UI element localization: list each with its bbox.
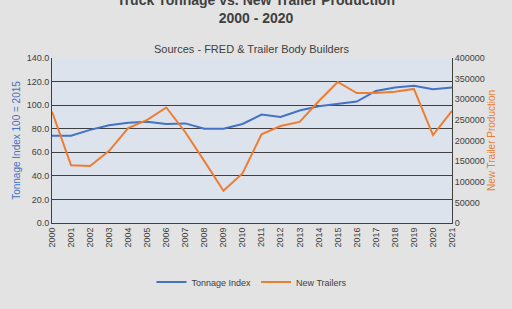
svg-text:Truck Tonnage vs. New Trailer: Truck Tonnage vs. New Trailer Production… — [117, 0, 395, 26]
svg-text:2005: 2005 — [142, 228, 152, 248]
svg-text:400000: 400000 — [455, 53, 485, 63]
svg-text:60.0: 60.0 — [32, 147, 50, 157]
svg-text:2012: 2012 — [275, 228, 285, 248]
svg-text:350000: 350000 — [455, 74, 485, 84]
svg-text:2004: 2004 — [123, 228, 133, 248]
svg-text:40.0: 40.0 — [32, 171, 50, 181]
svg-text:2013: 2013 — [295, 228, 305, 248]
svg-text:0: 0 — [455, 218, 460, 228]
svg-text:Sources - FRED & Trailer Body: Sources - FRED & Trailer Body Builders — [154, 43, 350, 55]
svg-text:New Trailers: New Trailers — [296, 278, 347, 288]
svg-text:2008: 2008 — [199, 228, 209, 248]
svg-text:2015: 2015 — [333, 228, 343, 248]
svg-text:140.0: 140.0 — [27, 53, 50, 63]
svg-text:0.0: 0.0 — [37, 218, 50, 228]
svg-text:100.0: 100.0 — [27, 100, 50, 110]
svg-text:80.0: 80.0 — [32, 124, 50, 134]
svg-text:20.0: 20.0 — [32, 195, 50, 205]
svg-text:250000: 250000 — [455, 115, 485, 125]
svg-text:2007: 2007 — [180, 228, 190, 248]
svg-text:200000: 200000 — [455, 136, 485, 146]
svg-text:New Trailer Production: New Trailer Production — [486, 90, 497, 191]
svg-text:2020: 2020 — [428, 228, 438, 248]
svg-text:2017: 2017 — [371, 228, 381, 248]
svg-text:150000: 150000 — [455, 156, 485, 166]
svg-text:2010: 2010 — [237, 228, 247, 248]
svg-text:2002: 2002 — [85, 228, 95, 248]
svg-text:2016: 2016 — [352, 228, 362, 248]
svg-text:300000: 300000 — [455, 94, 485, 104]
svg-text:Tonnage Index 100 = 2015: Tonnage Index 100 = 2015 — [11, 81, 22, 200]
svg-text:120.0: 120.0 — [27, 77, 50, 87]
svg-text:2006: 2006 — [161, 228, 171, 248]
svg-text:50000: 50000 — [455, 198, 480, 208]
svg-text:2019: 2019 — [409, 228, 419, 248]
svg-text:2018: 2018 — [390, 228, 400, 248]
svg-text:2003: 2003 — [104, 228, 114, 248]
svg-text:2011: 2011 — [256, 228, 266, 247]
svg-text:2001: 2001 — [66, 228, 76, 248]
svg-text:2021: 2021 — [447, 228, 457, 248]
svg-text:Tonnage Index: Tonnage Index — [192, 278, 252, 288]
svg-text:2000: 2000 — [47, 228, 57, 248]
svg-text:2009: 2009 — [218, 228, 228, 248]
svg-text:100000: 100000 — [455, 177, 485, 187]
svg-text:2014: 2014 — [314, 228, 324, 248]
